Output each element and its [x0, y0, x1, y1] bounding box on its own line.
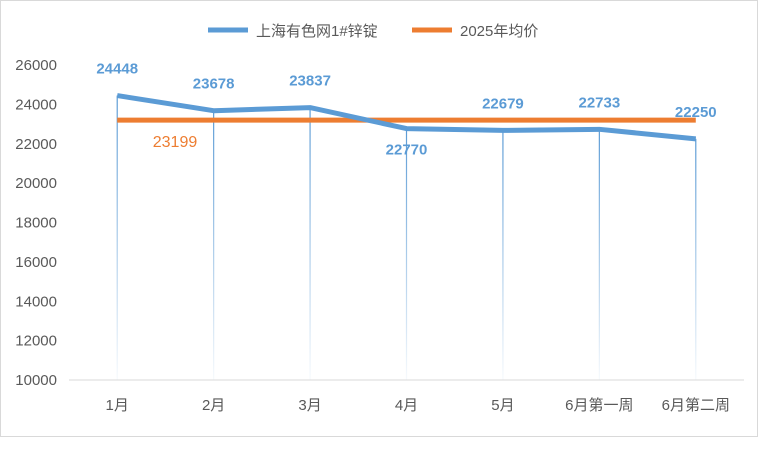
x-tick-label: 5月 [491, 397, 514, 414]
data-label: 24448 [96, 61, 138, 78]
data-label: 22679 [482, 95, 524, 112]
y-tick-label: 20000 [15, 175, 57, 192]
drop-line [116, 95, 118, 381]
y-axis: 10000 12000 14000 16000 18000 20000 22000 24000… [15, 57, 57, 389]
data-label: 23837 [289, 73, 331, 90]
y-tick-label: 24000 [15, 96, 57, 113]
data-label: 22250 [675, 104, 717, 121]
drop-line [695, 138, 697, 380]
y-tick-label: 14000 [15, 293, 57, 310]
drop-lines [116, 95, 697, 381]
x-tick-label: 6月第一周 [565, 396, 633, 414]
y-tick-label: 10000 [15, 372, 57, 389]
x-axis: 1月 2月 3月 4月 5月 6月第一周 6月第二周 [106, 396, 730, 414]
drop-line [309, 107, 311, 381]
series-group [116, 93, 697, 142]
drop-line [598, 129, 600, 380]
x-tick-label: 4月 [395, 397, 418, 414]
drop-line [213, 110, 215, 380]
y-tick-label: 16000 [15, 254, 57, 271]
y-tick-label: 22000 [15, 136, 57, 153]
y-tick-label: 26000 [15, 57, 57, 74]
data-label: 22733 [578, 94, 620, 111]
y-tick-label: 12000 [15, 333, 57, 350]
average-value-label: 23199 [153, 134, 198, 151]
x-tick-label: 1月 [106, 397, 129, 414]
legend: 上海有色网1#锌锭 2025年均价 [208, 23, 538, 40]
data-labels: 24448 23678 23837 22770 22679 22733 22250 23199 [96, 61, 716, 159]
legend-label-average: 2025年均价 [460, 23, 538, 40]
x-tick-label: 2月 [202, 397, 225, 414]
data-label: 23678 [193, 76, 235, 93]
data-label: 22770 [386, 142, 428, 159]
chart-frame [0, 0, 758, 437]
x-tick-label: 3月 [298, 397, 321, 414]
series-line-zinc [116, 93, 697, 142]
drop-line [405, 128, 408, 380]
y-tick-label: 18000 [15, 215, 57, 232]
drop-line [502, 130, 504, 380]
x-tick-label: 6月第二周 [662, 396, 730, 414]
legend-label-zinc: 上海有色网1#锌锭 [256, 23, 378, 40]
